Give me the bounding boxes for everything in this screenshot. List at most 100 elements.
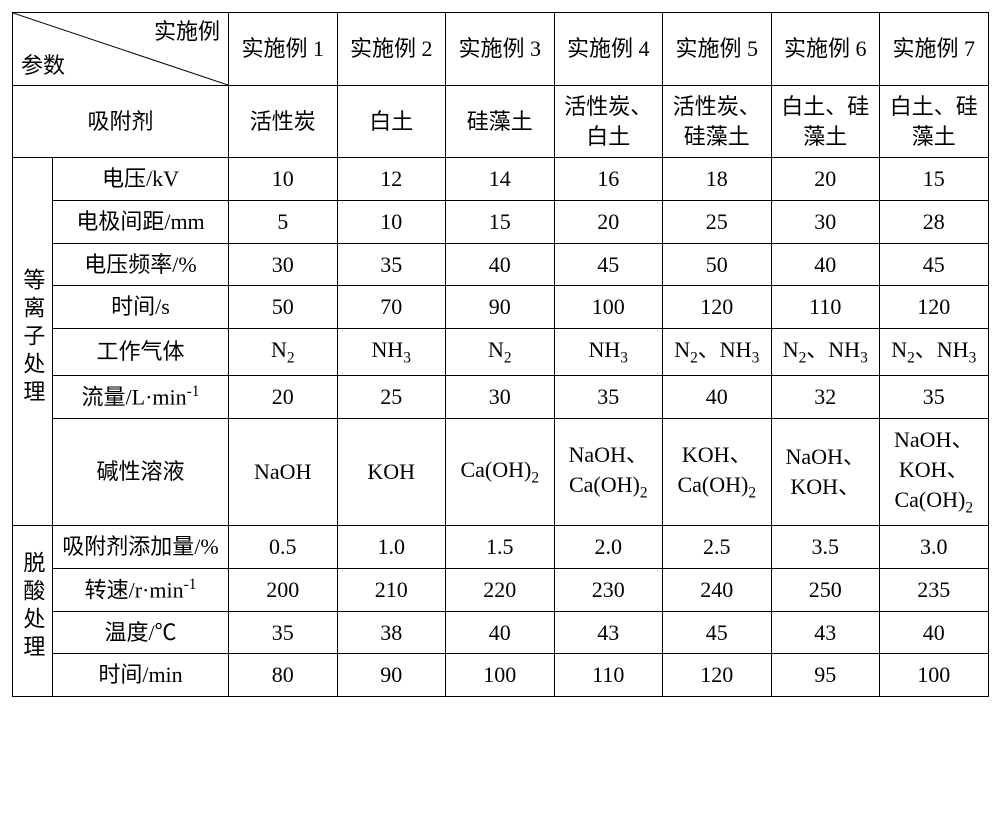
- cell: KOH: [337, 419, 446, 526]
- cell: 28: [880, 201, 989, 244]
- cell: N2、NH3: [771, 329, 880, 376]
- cell: 15: [880, 158, 989, 201]
- row-label: 电极间距/mm: [53, 201, 229, 244]
- cell: 80: [229, 654, 338, 697]
- cell: NaOH、KOH、Ca(OH)2: [880, 419, 989, 526]
- cell: 110: [771, 286, 880, 329]
- cell: 120: [880, 286, 989, 329]
- row-label: 时间/min: [53, 654, 229, 697]
- cell: 45: [880, 243, 989, 286]
- cell: 10: [229, 158, 338, 201]
- cell: 40: [771, 243, 880, 286]
- cell: 35: [554, 376, 663, 419]
- row-label: 转速/r·min-1: [53, 568, 229, 611]
- cell: 40: [880, 611, 989, 654]
- cell: NaOH: [229, 419, 338, 526]
- cell: NH3: [337, 329, 446, 376]
- cell: 0.5: [229, 525, 338, 568]
- cell: 230: [554, 568, 663, 611]
- parameters-table: 实施例参数实施例 1实施例 2实施例 3实施例 4实施例 5实施例 6实施例 7…: [12, 12, 989, 697]
- cell-adsorbent-1: 活性炭: [229, 86, 338, 158]
- col-header-7: 实施例 7: [880, 13, 989, 86]
- cell: 25: [337, 376, 446, 419]
- header-diag-top: 实施例: [154, 17, 220, 47]
- row-label: 流量/L·min-1: [53, 376, 229, 419]
- cell: 120: [663, 286, 772, 329]
- cell: 1.0: [337, 525, 446, 568]
- row-label: 时间/s: [53, 286, 229, 329]
- cell: 2.5: [663, 525, 772, 568]
- cell: 235: [880, 568, 989, 611]
- cell: N2: [229, 329, 338, 376]
- row-label: 电压/kV: [53, 158, 229, 201]
- cell: 12: [337, 158, 446, 201]
- header-diag-bottom: 参数: [21, 51, 65, 81]
- cell: 35: [229, 611, 338, 654]
- cell: 20: [554, 201, 663, 244]
- row-label: 温度/℃: [53, 611, 229, 654]
- cell: 70: [337, 286, 446, 329]
- cell: N2: [446, 329, 555, 376]
- cell: 50: [663, 243, 772, 286]
- cell: 40: [446, 243, 555, 286]
- group-label-text: 脱酸处理: [18, 551, 48, 663]
- cell: 20: [771, 158, 880, 201]
- cell: Ca(OH)2: [446, 419, 555, 526]
- cell: NaOH、KOH、: [771, 419, 880, 526]
- cell: NH3: [554, 329, 663, 376]
- cell: 45: [663, 611, 772, 654]
- cell: 15: [446, 201, 555, 244]
- col-header-4: 实施例 4: [554, 13, 663, 86]
- cell: 30: [446, 376, 555, 419]
- cell: 43: [554, 611, 663, 654]
- cell: 100: [880, 654, 989, 697]
- cell: 90: [337, 654, 446, 697]
- cell: 120: [663, 654, 772, 697]
- cell: 14: [446, 158, 555, 201]
- cell: 3.5: [771, 525, 880, 568]
- cell: 50: [229, 286, 338, 329]
- row-label: 碱性溶液: [53, 419, 229, 526]
- cell: 35: [880, 376, 989, 419]
- cell: 45: [554, 243, 663, 286]
- cell: 32: [771, 376, 880, 419]
- cell-adsorbent-6: 白土、硅藻土: [771, 86, 880, 158]
- cell: 5: [229, 201, 338, 244]
- cell: 3.0: [880, 525, 989, 568]
- group-label: 脱酸处理: [13, 525, 53, 696]
- cell: 250: [771, 568, 880, 611]
- row-label: 电压频率/%: [53, 243, 229, 286]
- row-label-adsorbent: 吸附剂: [13, 86, 229, 158]
- cell: 200: [229, 568, 338, 611]
- cell-adsorbent-2: 白土: [337, 86, 446, 158]
- cell: 25: [663, 201, 772, 244]
- cell: KOH、Ca(OH)2: [663, 419, 772, 526]
- cell: 240: [663, 568, 772, 611]
- group-label-text: 等离子处理: [18, 268, 48, 408]
- row-label: 工作气体: [53, 329, 229, 376]
- cell-adsorbent-5: 活性炭、硅藻土: [663, 86, 772, 158]
- cell: 95: [771, 654, 880, 697]
- col-header-6: 实施例 6: [771, 13, 880, 86]
- cell: 20: [229, 376, 338, 419]
- row-label: 吸附剂添加量/%: [53, 525, 229, 568]
- cell: 110: [554, 654, 663, 697]
- cell: 35: [337, 243, 446, 286]
- cell: 38: [337, 611, 446, 654]
- cell: 30: [771, 201, 880, 244]
- cell: 18: [663, 158, 772, 201]
- col-header-2: 实施例 2: [337, 13, 446, 86]
- cell: 1.5: [446, 525, 555, 568]
- cell: 100: [554, 286, 663, 329]
- cell: 43: [771, 611, 880, 654]
- cell: 210: [337, 568, 446, 611]
- cell: NaOH、Ca(OH)2: [554, 419, 663, 526]
- cell: 30: [229, 243, 338, 286]
- cell-adsorbent-7: 白土、硅藻土: [880, 86, 989, 158]
- cell: N2、NH3: [880, 329, 989, 376]
- col-header-1: 实施例 1: [229, 13, 338, 86]
- cell-adsorbent-4: 活性炭、白土: [554, 86, 663, 158]
- cell: N2、NH3: [663, 329, 772, 376]
- cell: 90: [446, 286, 555, 329]
- cell: 16: [554, 158, 663, 201]
